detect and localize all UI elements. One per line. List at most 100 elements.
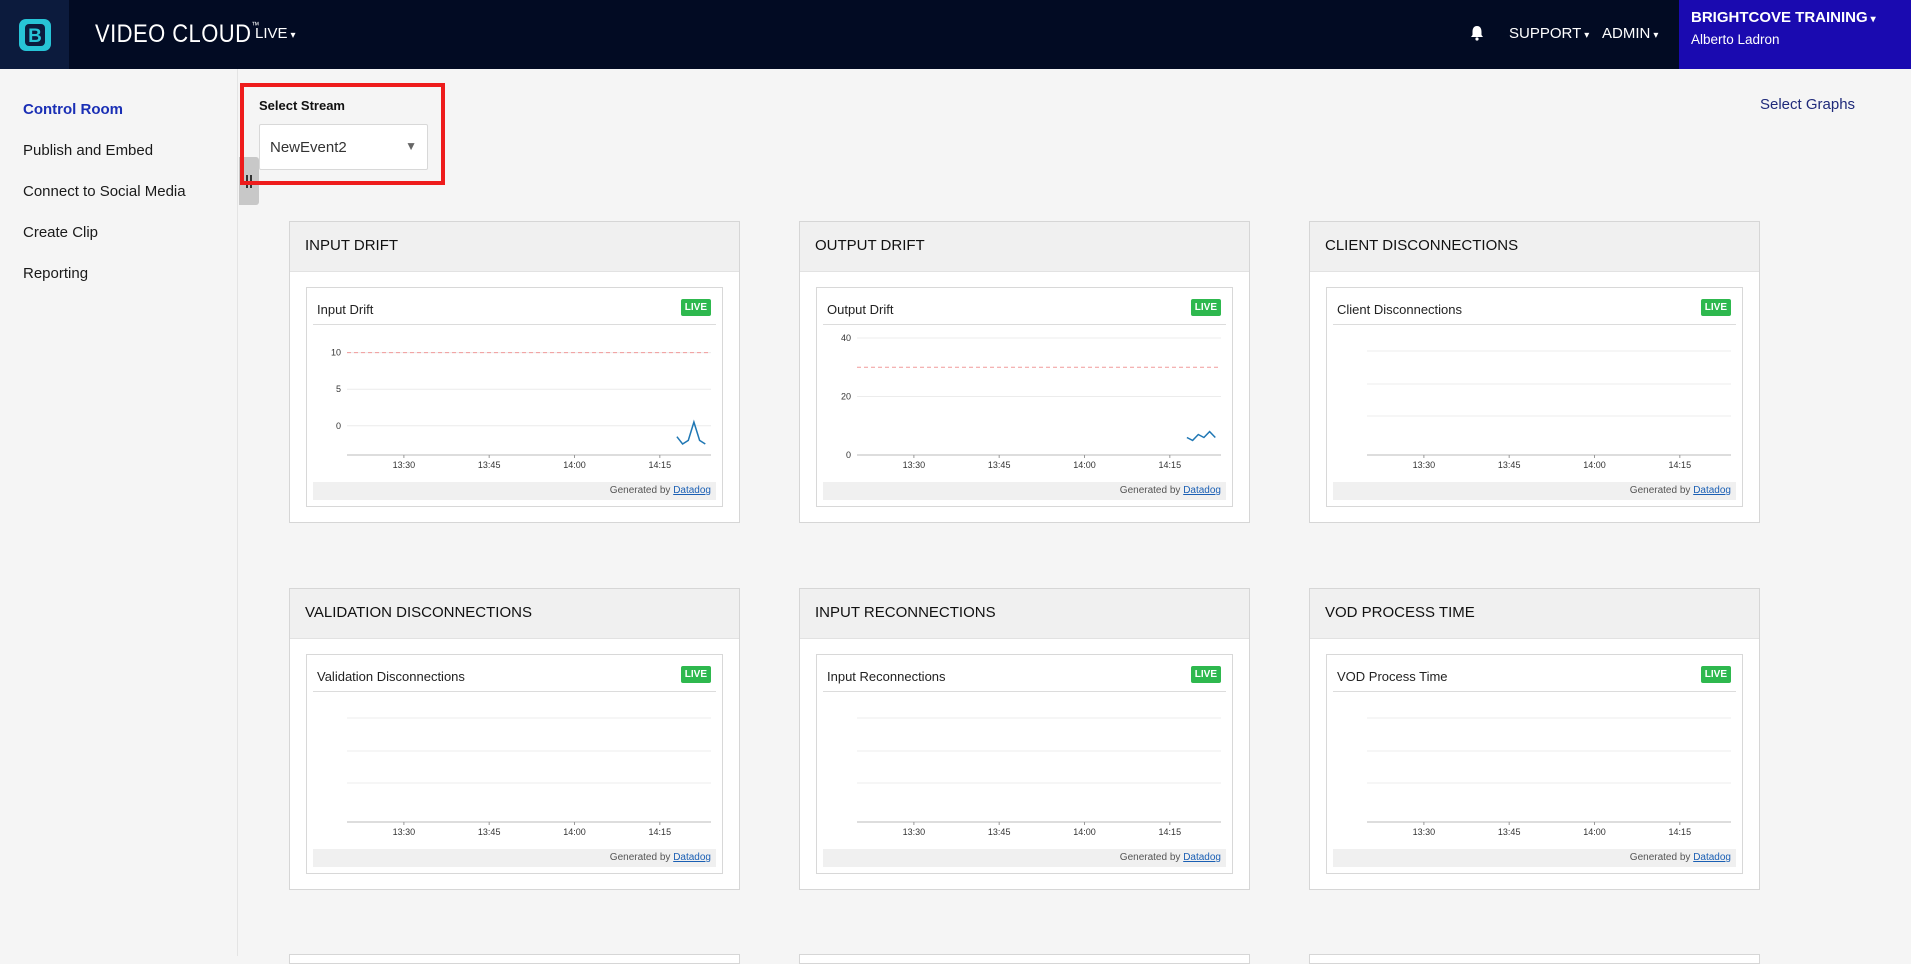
panel-validation-disconnections: VALIDATION DISCONNECTIONS Validation Dis… (289, 588, 740, 890)
divider (823, 691, 1226, 692)
graph-footer: Generated by Datadog (823, 482, 1226, 500)
x-tick-label: 14:15 (1159, 827, 1182, 837)
graph-title: Input Drift (317, 302, 374, 317)
sidebar-item-connect-to-social-media[interactable]: Connect to Social Media (23, 183, 186, 200)
datadog-link[interactable]: Datadog (673, 852, 711, 863)
x-tick-label: 13:45 (1498, 460, 1521, 470)
y-tick-label: 0 (336, 421, 341, 431)
x-tick-label: 14:00 (1073, 827, 1096, 837)
chevron-down-icon: ▾ (1653, 30, 1659, 41)
stream-select-value: NewEvent2 (270, 139, 347, 156)
chevron-down-icon: ▾ (1870, 14, 1876, 25)
panel-heading: INPUT RECONNECTIONS (800, 589, 1249, 639)
x-tick-label: 13:45 (1498, 827, 1521, 837)
panel-input-reconnections: INPUT RECONNECTIONS Input Reconnections … (799, 588, 1250, 890)
x-tick-label: 13:45 (988, 460, 1011, 470)
graph-footer: Generated by Datadog (823, 849, 1226, 867)
y-tick-label: 40 (841, 333, 851, 343)
x-tick-label: 14:00 (1073, 460, 1096, 470)
select-stream-label: Select Stream (259, 98, 345, 113)
x-tick-label: 14:15 (1669, 460, 1692, 470)
x-tick-label: 13:45 (478, 460, 501, 470)
chevron-down-icon: ▾ (1584, 30, 1590, 41)
x-tick-label: 13:45 (478, 827, 501, 837)
panel-client-disconnections: CLIENT DISCONNECTIONS Client Disconnecti… (1309, 221, 1760, 523)
panel-heading: VALIDATION DISCONNECTIONS (290, 589, 739, 639)
x-tick-label: 14:15 (649, 827, 672, 837)
graph-title: Input Reconnections (827, 669, 946, 684)
datadog-link[interactable]: Datadog (673, 485, 711, 496)
datadog-link[interactable]: Datadog (1693, 485, 1731, 496)
live-menu[interactable]: LIVE ▾ (255, 25, 296, 42)
graph-title: Client Disconnections (1337, 302, 1463, 317)
divider (1333, 691, 1736, 692)
live-badge: LIVE (1190, 299, 1221, 316)
divider (313, 691, 716, 692)
x-tick-label: 14:15 (649, 460, 672, 470)
x-tick-label: 13:45 (988, 827, 1011, 837)
x-tick-label: 14:15 (1159, 460, 1182, 470)
graph-title: VOD Process Time (1337, 669, 1448, 684)
select-graphs-link[interactable]: Select Graphs (1760, 96, 1856, 113)
stream-select-dropdown[interactable]: NewEvent2 ▼ (259, 124, 428, 170)
datadog-link[interactable]: Datadog (1693, 852, 1731, 863)
chevron-down-icon: ▾ (290, 30, 296, 41)
x-tick-label: 14:15 (1669, 827, 1692, 837)
panel-input-drift: INPUT DRIFT Input Drift LIVE 10 5 0 13:30 13… (289, 221, 740, 523)
highlight-box (240, 83, 445, 185)
graph-card: Input Reconnections LIVE 13:30 13:45 14:00… (816, 654, 1233, 874)
x-tick-label: 13:30 (393, 827, 416, 837)
x-tick-label: 14:00 (1583, 827, 1606, 837)
panel-heading: CLIENT DISCONNECTIONS (1310, 222, 1759, 272)
x-tick-label: 13:30 (903, 827, 926, 837)
graph-footer: Generated by Datadog (1333, 849, 1736, 867)
account-switcher[interactable]: BRIGHTCOVE TRAINING ▾ Alberto Ladron (1679, 0, 1911, 69)
divider (1333, 324, 1736, 325)
y-tick-label: 0 (846, 450, 851, 460)
account-name: BRIGHTCOVE TRAINING ▾ (1691, 9, 1876, 26)
graph-footer: Generated by Datadog (1333, 482, 1736, 500)
notification-icon[interactable] (1470, 25, 1484, 46)
sidebar-item-control-room[interactable]: Control Room (23, 101, 123, 118)
graph-card: Client Disconnections LIVE 13:30 13:45 14:… (1326, 287, 1743, 507)
live-badge: LIVE (1700, 666, 1731, 683)
x-tick-label: 13:30 (1413, 460, 1436, 470)
panel-vod-process-time: VOD PROCESS TIME VOD Process Time LIVE 1… (1309, 588, 1760, 890)
x-tick-label: 13:30 (903, 460, 926, 470)
graph-card: Input Drift LIVE 10 5 0 13:30 13:45 14:00 14:1… (306, 287, 723, 507)
panel-heading: VOD PROCESS TIME (1310, 589, 1759, 639)
y-tick-label: 5 (336, 384, 341, 394)
panel-heading: INPUT DRIFT (290, 222, 739, 272)
account-user: Alberto Ladron (1691, 32, 1780, 47)
panel-output-drift: OUTPUT DRIFT Output Drift LIVE 40 20 0 13:3… (799, 221, 1250, 523)
x-tick-label: 14:00 (563, 827, 586, 837)
graph-card: Output Drift LIVE 40 20 0 13:30 13:45 14:00 14… (816, 287, 1233, 507)
x-tick-label: 13:30 (1413, 827, 1436, 837)
sidebar-item-reporting[interactable]: Reporting (23, 265, 89, 282)
datadog-link[interactable]: Datadog (1183, 852, 1221, 863)
graph-chart: 13:30 13:45 14:00 14:15 (857, 717, 1221, 837)
datadog-link[interactable]: Datadog (1183, 485, 1221, 496)
series-line (676, 419, 706, 445)
graph-footer: Generated by Datadog (313, 482, 716, 500)
sidebar-item-create-clip[interactable]: Create Clip (23, 224, 99, 241)
graph-chart: 40 20 0 13:30 13:45 14:00 14:15 (841, 333, 1221, 470)
live-badge: LIVE (680, 666, 711, 683)
divider (823, 324, 1226, 325)
brightcove-logo-icon: B (18, 18, 51, 51)
series-line (1186, 430, 1216, 442)
dropdown-arrow-icon: ▼ (405, 139, 417, 153)
graph-title: Validation Disconnections (317, 669, 465, 684)
support-menu[interactable]: SUPPORT ▾ (1509, 25, 1590, 42)
live-badge: LIVE (1700, 299, 1731, 316)
live-badge: LIVE (1190, 666, 1221, 683)
x-tick-label: 14:00 (563, 460, 586, 470)
brightcove-logo[interactable]: B (0, 0, 69, 69)
sidebar-item-publish-and-embed[interactable]: Publish and Embed (23, 142, 154, 159)
graph-chart: 13:30 13:45 14:00 14:15 (347, 717, 711, 837)
x-tick-label: 14:00 (1583, 460, 1606, 470)
x-tick-label: 13:30 (393, 460, 416, 470)
graph-card: VOD Process Time LIVE 13:30 13:45 14:00 14:… (1326, 654, 1743, 874)
panel-heading: OUTPUT DRIFT (800, 222, 1249, 272)
admin-menu[interactable]: ADMIN ▾ (1602, 25, 1659, 42)
